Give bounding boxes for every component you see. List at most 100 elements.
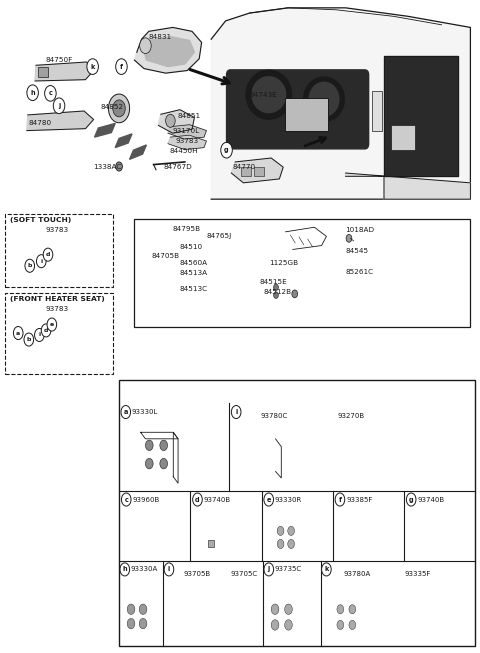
Circle shape (120, 563, 130, 576)
Polygon shape (372, 504, 375, 552)
Bar (200, 266, 284, 276)
Text: 85261C: 85261C (346, 269, 374, 276)
Bar (5, 293, 113, 374)
Bar (268, 591, 300, 637)
Polygon shape (159, 504, 164, 550)
Polygon shape (240, 520, 246, 556)
Text: 1338AC: 1338AC (94, 163, 122, 170)
Bar (285, 98, 328, 131)
Polygon shape (141, 432, 178, 439)
Circle shape (407, 493, 416, 506)
Bar (119, 380, 475, 646)
Circle shape (47, 318, 57, 331)
Polygon shape (211, 8, 470, 199)
Polygon shape (35, 62, 94, 81)
Polygon shape (27, 111, 94, 131)
Polygon shape (349, 439, 354, 471)
Polygon shape (144, 37, 194, 67)
Text: 84852: 84852 (101, 104, 124, 110)
Ellipse shape (252, 77, 286, 112)
Polygon shape (158, 110, 194, 133)
Circle shape (231, 406, 241, 419)
Polygon shape (177, 607, 199, 613)
Bar (5, 214, 113, 287)
Circle shape (160, 458, 168, 469)
Ellipse shape (246, 71, 292, 119)
Bar (331, 439, 349, 473)
Text: 84767D: 84767D (163, 163, 192, 170)
Circle shape (192, 493, 202, 506)
Circle shape (121, 493, 131, 506)
Polygon shape (252, 439, 281, 445)
Text: 93740B: 93740B (204, 496, 231, 503)
Polygon shape (421, 594, 425, 630)
Text: 93335F: 93335F (405, 571, 431, 577)
Text: k: k (90, 63, 95, 70)
Text: a: a (16, 330, 20, 336)
Text: 84560A: 84560A (180, 259, 208, 266)
Circle shape (337, 620, 344, 629)
Text: 84743E: 84743E (250, 91, 277, 98)
Text: 93740B: 93740B (418, 496, 444, 503)
Polygon shape (27, 337, 81, 361)
Text: 84513A: 84513A (180, 270, 208, 276)
Bar (384, 56, 458, 176)
FancyBboxPatch shape (227, 70, 369, 149)
Text: 84513C: 84513C (180, 285, 208, 292)
Text: 93270B: 93270B (337, 413, 365, 419)
Text: b: b (26, 337, 31, 342)
Polygon shape (168, 135, 206, 150)
Polygon shape (195, 607, 199, 635)
Polygon shape (334, 590, 367, 596)
Bar (401, 594, 421, 630)
Circle shape (349, 605, 356, 614)
Circle shape (116, 59, 127, 74)
Polygon shape (268, 591, 305, 597)
Circle shape (139, 604, 147, 614)
Circle shape (116, 162, 122, 171)
Bar (38, 67, 48, 77)
Text: 93705B: 93705B (183, 571, 211, 577)
Text: d: d (44, 328, 48, 333)
Bar (200, 292, 303, 321)
Text: 84780: 84780 (29, 119, 52, 126)
Text: g: g (409, 496, 413, 503)
Circle shape (288, 526, 294, 535)
Circle shape (335, 493, 345, 506)
Circle shape (45, 86, 56, 101)
Text: j: j (58, 103, 60, 109)
Text: e: e (50, 322, 54, 327)
Text: c: c (48, 90, 52, 97)
Text: e: e (266, 496, 271, 503)
Text: 93783: 93783 (46, 306, 69, 312)
Text: 84545: 84545 (346, 247, 369, 254)
Polygon shape (346, 173, 470, 199)
Polygon shape (239, 609, 243, 633)
Bar (274, 513, 312, 553)
Text: 84450H: 84450H (169, 148, 198, 155)
Polygon shape (134, 27, 202, 73)
Circle shape (127, 604, 135, 614)
Circle shape (127, 618, 135, 629)
Circle shape (271, 604, 279, 614)
Circle shape (145, 440, 153, 451)
Circle shape (87, 59, 98, 74)
Circle shape (160, 440, 168, 451)
Text: a: a (123, 409, 128, 415)
Text: 84750F: 84750F (46, 57, 73, 63)
Bar (418, 523, 450, 551)
Circle shape (53, 98, 65, 114)
Circle shape (274, 292, 278, 298)
Bar (225, 609, 239, 631)
Text: 93783: 93783 (46, 227, 69, 233)
Text: 84795B: 84795B (173, 225, 201, 232)
Text: f: f (120, 63, 123, 70)
Text: h: h (30, 89, 35, 96)
Polygon shape (204, 520, 246, 525)
Circle shape (346, 234, 352, 242)
Text: 93385F: 93385F (346, 496, 372, 503)
Polygon shape (312, 507, 316, 553)
Circle shape (285, 604, 292, 614)
Text: h: h (122, 566, 127, 573)
Bar (134, 219, 470, 326)
